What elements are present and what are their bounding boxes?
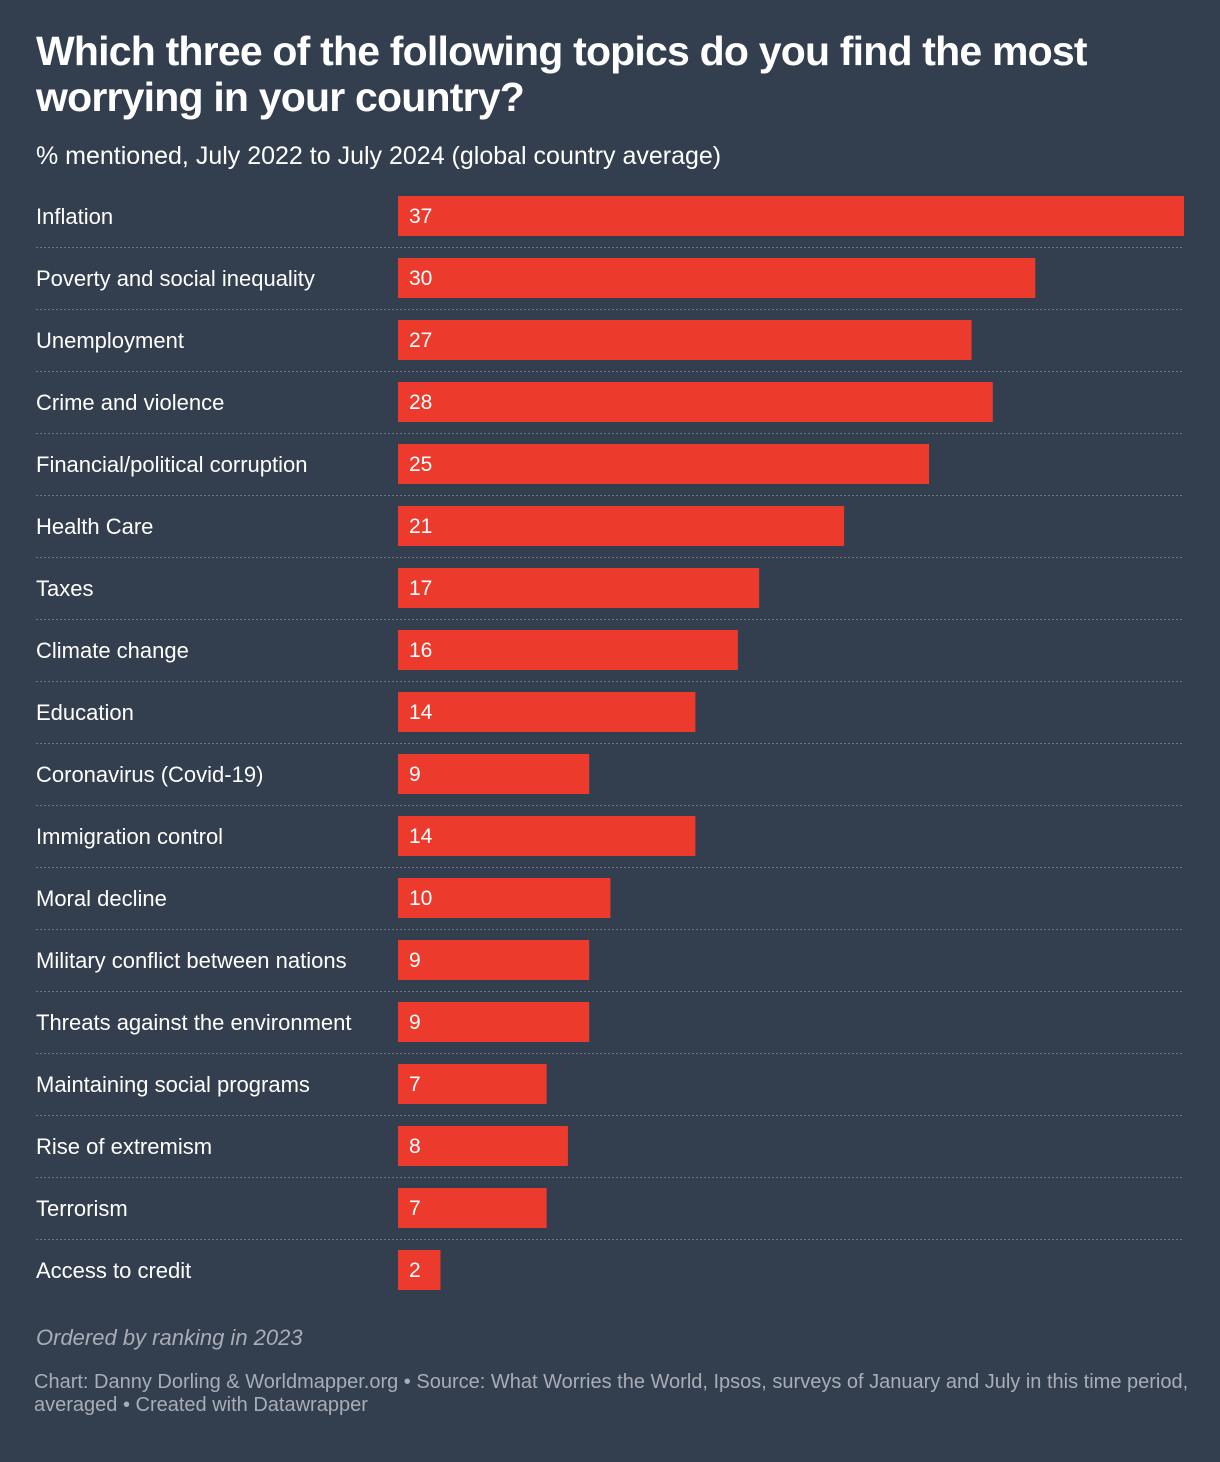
category-label: Military conflict between nations <box>36 948 347 973</box>
bar-row: Maintaining social programs 7 <box>36 1064 1184 1116</box>
bar <box>398 630 738 670</box>
bar <box>398 382 993 422</box>
value-label: 30 <box>409 267 432 290</box>
category-label: Health Care <box>36 514 153 539</box>
bar-row: Taxes 17 <box>36 568 1184 620</box>
value-label: 2 <box>409 1259 421 1282</box>
bar-row: Crime and violence 28 <box>36 382 1184 434</box>
bar <box>398 940 590 980</box>
value-label: 16 <box>409 639 432 662</box>
bar <box>398 1064 547 1104</box>
bar <box>398 1126 568 1166</box>
bar-row: Education 14 <box>36 692 1184 744</box>
chart-source: Chart: Danny Dorling & Worldmapper.org •… <box>34 1371 1189 1416</box>
bar-row: Financial/political corruption 25 <box>36 444 1184 496</box>
value-label: 10 <box>409 887 432 910</box>
value-label: 14 <box>409 825 433 848</box>
value-label: 25 <box>409 453 432 476</box>
category-label: Moral decline <box>36 886 167 911</box>
value-label: 9 <box>409 949 421 972</box>
category-label: Terrorism <box>36 1196 128 1221</box>
chart-subtitle: % mentioned, July 2022 to July 2024 (glo… <box>36 142 722 170</box>
value-label: 14 <box>409 701 433 724</box>
bar-row: Coronavirus (Covid-19) 9 <box>36 754 1184 806</box>
value-label: 17 <box>409 577 432 600</box>
value-label: 28 <box>409 391 432 414</box>
bar <box>398 692 696 732</box>
category-label: Inflation <box>36 204 113 229</box>
chart-title: Which three of the following topics do y… <box>36 28 1088 120</box>
bar-row: Poverty and social inequality 30 <box>36 258 1184 310</box>
category-label: Taxes <box>36 576 93 601</box>
bar-row: Moral decline 10 <box>36 878 1184 930</box>
bar-row: Inflation 37 <box>36 196 1184 248</box>
value-label: 7 <box>409 1073 421 1096</box>
bar-row: Threats against the environment 9 <box>36 1002 1184 1054</box>
category-label: Coronavirus (Covid-19) <box>36 762 263 787</box>
bar-row: Immigration control 14 <box>36 816 1184 868</box>
bar <box>398 506 845 546</box>
category-label: Rise of extremism <box>36 1134 212 1159</box>
category-label: Threats against the environment <box>36 1010 352 1035</box>
bar <box>398 816 696 856</box>
bar-row: Military conflict between nations 9 <box>36 940 1184 992</box>
category-label: Financial/political corruption <box>36 452 307 477</box>
bar-row: Health Care 21 <box>36 506 1184 558</box>
value-label: 9 <box>409 763 421 786</box>
value-label: 37 <box>409 205 432 228</box>
bar-row: Climate change 16 <box>36 630 1184 682</box>
value-label: 9 <box>409 1011 421 1034</box>
bar <box>398 1002 590 1042</box>
bar <box>398 196 1184 236</box>
value-label: 7 <box>409 1197 421 1220</box>
bar-row: Rise of extremism 8 <box>36 1126 1184 1178</box>
bar <box>398 320 972 360</box>
bar <box>398 878 611 918</box>
bar <box>398 1250 441 1290</box>
category-label: Climate change <box>36 638 189 663</box>
bar-row: Access to credit 2 <box>36 1250 441 1290</box>
category-label: Poverty and social inequality <box>36 266 315 291</box>
category-label: Immigration control <box>36 824 223 849</box>
bar <box>398 568 760 608</box>
category-label: Access to credit <box>36 1258 191 1283</box>
chart-note: Ordered by ranking in 2023 <box>36 1325 303 1350</box>
bar-chart: Inflation 37 Poverty and social inequality… <box>36 196 1184 1290</box>
bar-row: Unemployment 27 <box>36 320 1184 372</box>
bar <box>398 444 930 484</box>
bar-row: Terrorism 7 <box>36 1188 1184 1240</box>
category-label: Crime and violence <box>36 390 224 415</box>
category-label: Unemployment <box>36 328 184 353</box>
category-label: Education <box>36 700 134 725</box>
value-label: 21 <box>409 515 432 538</box>
bar <box>398 754 590 794</box>
value-label: 27 <box>409 329 432 352</box>
category-label: Maintaining social programs <box>36 1072 310 1097</box>
bar <box>398 258 1036 298</box>
bar <box>398 1188 547 1228</box>
value-label: 8 <box>409 1135 421 1158</box>
